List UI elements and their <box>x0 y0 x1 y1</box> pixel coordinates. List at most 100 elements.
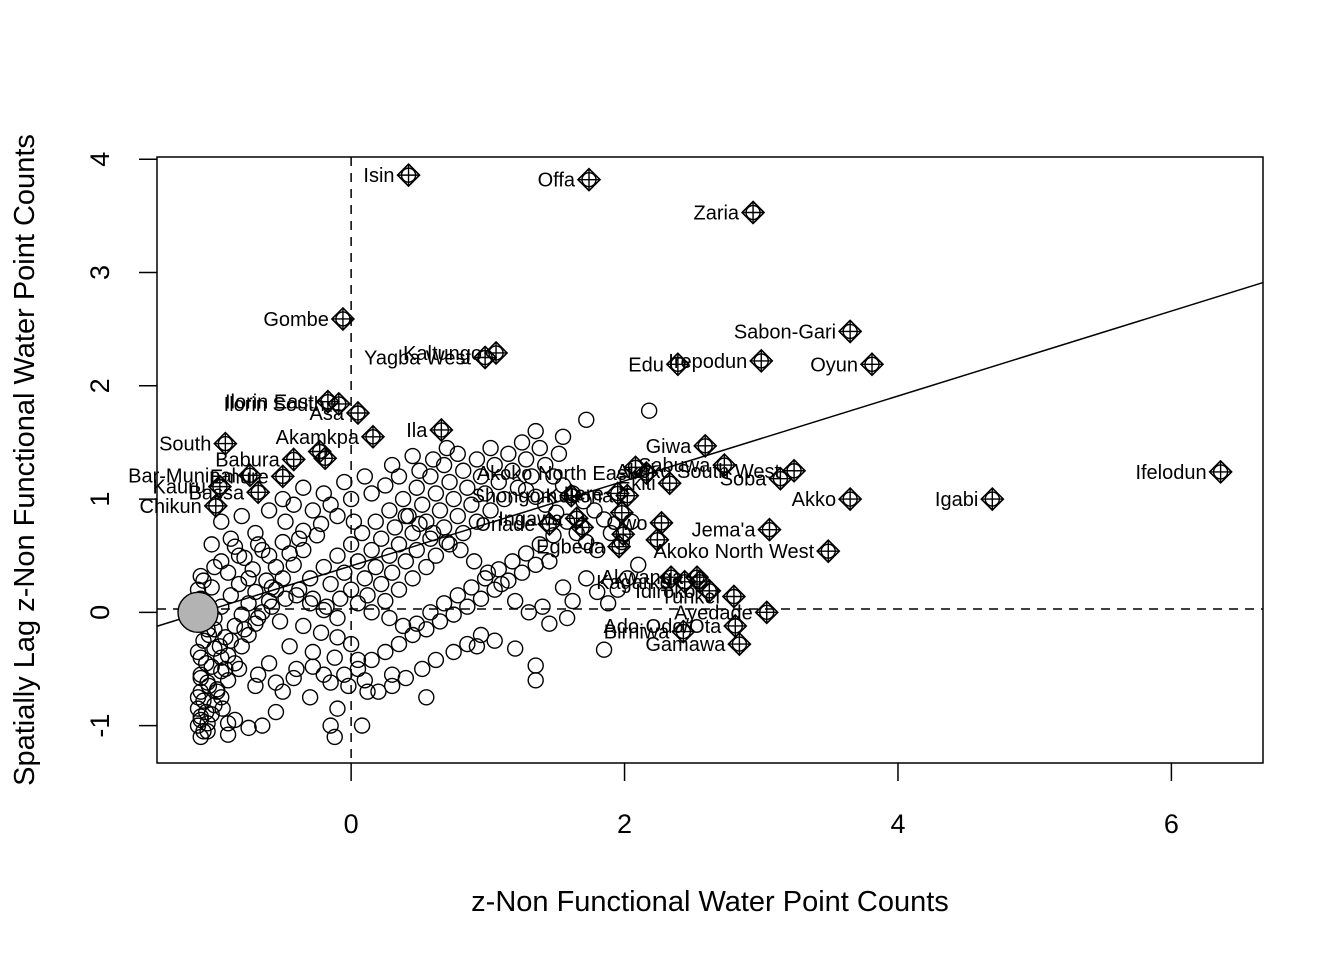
data-point <box>192 708 209 725</box>
data-point <box>482 439 499 457</box>
data-point <box>240 719 257 737</box>
data-point <box>534 598 551 615</box>
y-tick-label: 3 <box>85 265 115 280</box>
point-label: Kagarko <box>596 572 671 594</box>
data-point <box>267 703 285 721</box>
point-label: Akko <box>792 489 836 511</box>
point-label: Kaltungo <box>403 343 482 365</box>
point-label: Offa <box>538 170 576 192</box>
influential-point <box>237 463 263 488</box>
data-point <box>554 579 572 596</box>
data-point <box>609 581 626 598</box>
data-point <box>373 530 390 547</box>
point-label: Akoko South West <box>616 461 781 483</box>
data-point <box>427 485 445 502</box>
data-point <box>331 590 349 607</box>
influential-point <box>429 417 454 443</box>
data-point <box>381 609 398 627</box>
data-point <box>377 477 394 494</box>
data-point <box>370 683 387 700</box>
data-point <box>414 496 431 513</box>
point-label: Birniwa <box>604 622 670 644</box>
data-point <box>459 635 476 653</box>
data-point <box>285 556 302 573</box>
data-point <box>486 456 503 474</box>
data-point <box>363 485 380 502</box>
data-point <box>249 609 267 627</box>
data-point <box>490 473 507 491</box>
influential-point <box>483 340 509 366</box>
point-label: Egbeda <box>536 537 606 559</box>
influential-point <box>740 200 766 225</box>
data-point <box>390 635 408 653</box>
data-point <box>295 541 312 559</box>
data-point <box>517 481 535 499</box>
influential-point <box>645 527 670 552</box>
influential-point <box>727 631 752 657</box>
data-point <box>422 604 439 621</box>
point-label: Soba <box>720 469 768 491</box>
point-label: Ingawa <box>498 508 563 530</box>
data-point <box>589 583 606 601</box>
data-point <box>247 524 264 542</box>
influential-point <box>859 352 885 377</box>
data-point <box>336 564 353 581</box>
data-point <box>274 533 291 551</box>
influential-point <box>213 431 238 456</box>
data-point <box>356 570 374 587</box>
influential-point <box>712 452 737 478</box>
data-point <box>260 502 278 519</box>
data-point <box>506 640 524 657</box>
data-point <box>414 660 431 678</box>
data-point <box>322 575 339 593</box>
influential-point <box>207 474 233 499</box>
data-point <box>595 641 613 658</box>
influential-point <box>281 447 306 472</box>
data-point <box>326 728 343 746</box>
data-point <box>214 700 231 717</box>
data-point <box>285 669 302 687</box>
data-point <box>411 515 428 533</box>
influential-point <box>559 483 584 508</box>
data-point <box>630 556 647 573</box>
x-tick-label: 6 <box>1164 809 1179 839</box>
point-label: Asa <box>309 403 344 425</box>
data-point <box>441 536 458 553</box>
data-point <box>441 473 458 491</box>
data-point <box>383 564 401 581</box>
data-point <box>258 572 275 589</box>
point-label: Tunkel <box>661 586 720 608</box>
data-point <box>342 581 360 598</box>
data-point <box>230 575 248 593</box>
data-point <box>465 553 483 570</box>
data-point <box>476 485 494 502</box>
data-point <box>418 621 435 638</box>
data-point <box>500 445 517 462</box>
data-point <box>189 643 207 661</box>
data-point <box>520 604 538 621</box>
data-point <box>390 468 408 485</box>
data-point <box>290 581 308 598</box>
influential-point <box>576 167 602 192</box>
data-point <box>383 666 401 683</box>
data-point <box>192 666 209 683</box>
influential-point <box>270 464 295 489</box>
point-label: Jema'a <box>692 520 757 542</box>
data-point <box>424 524 442 542</box>
data-point <box>277 513 294 530</box>
data-point <box>397 507 415 525</box>
data-point <box>527 422 544 440</box>
point-label: Kauru <box>153 477 206 499</box>
influential-point <box>671 619 696 644</box>
influential-point <box>472 345 498 370</box>
data-point <box>318 598 335 615</box>
data-point <box>230 660 248 678</box>
point-label: Akamkpa <box>276 427 360 449</box>
data-point <box>208 683 226 700</box>
influential-point <box>693 433 718 458</box>
data-point <box>390 581 408 598</box>
data-point <box>486 632 503 649</box>
data-point <box>329 547 346 564</box>
point-label: Gombe <box>263 309 329 331</box>
data-point <box>558 513 576 530</box>
